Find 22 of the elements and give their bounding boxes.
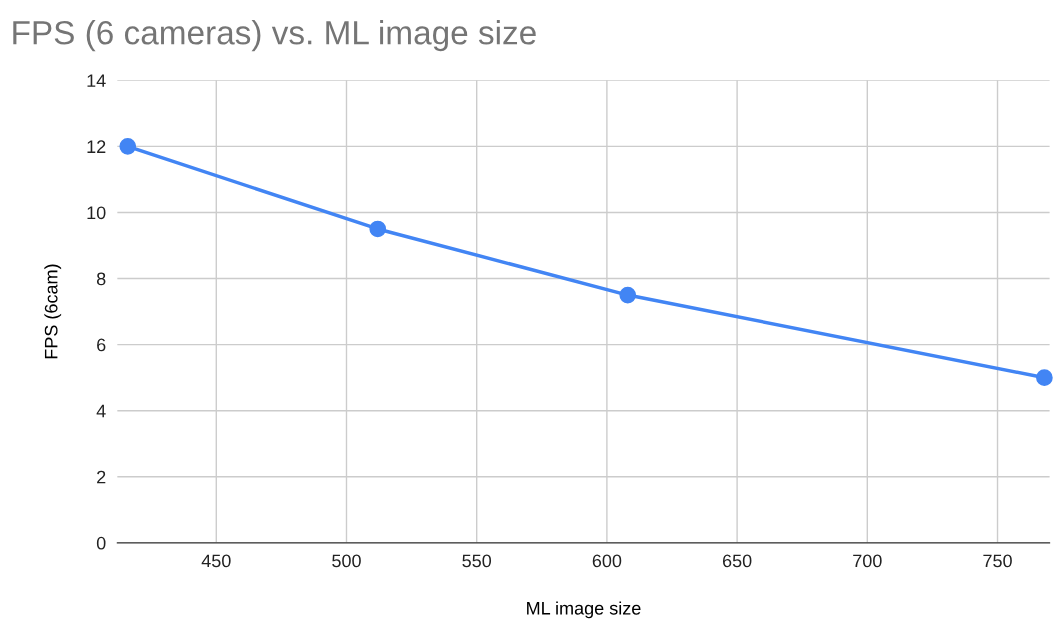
x-tick-label: 700	[853, 554, 882, 568]
point	[1036, 369, 1053, 386]
point	[369, 220, 387, 238]
y-tick-label: 2	[97, 470, 106, 484]
point	[119, 138, 137, 155]
x-tick-label: 750	[983, 554, 1012, 568]
point	[619, 286, 637, 304]
x-tick-label: 500	[332, 554, 361, 568]
chart-title: FPS (6 cameras) vs. ML image size	[13, 20, 536, 52]
y-tick-label: 0	[96, 536, 106, 550]
y-tick-label: 10	[87, 206, 106, 220]
y-tick-label: 12	[87, 140, 106, 153]
x-tick-label: 550	[462, 554, 492, 568]
x-axis-title: ML image size	[527, 601, 641, 619]
x-tick-label: 650	[722, 554, 752, 568]
y-tick-label: 4	[96, 404, 106, 418]
y-axis-title: FPS (6cam)	[44, 264, 62, 359]
x-tick-label: 600	[592, 554, 622, 568]
x-tick-label: 450	[201, 554, 231, 568]
y-tick-label: 6	[97, 338, 106, 352]
y-tick-label: 14	[87, 74, 106, 87]
y-tick-label: 8	[96, 272, 106, 286]
